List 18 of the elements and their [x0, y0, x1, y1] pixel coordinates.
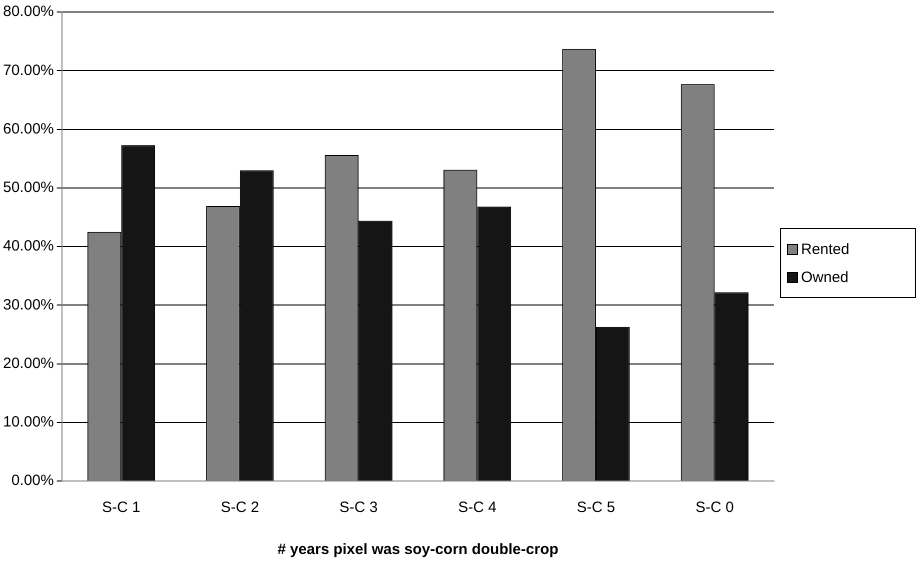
- y-tick-label: 60.00%: [3, 120, 54, 138]
- x-tick-label: S-C 3: [339, 499, 378, 516]
- x-tick-label: S-C 5: [576, 499, 616, 516]
- y-tick-label: 40.00%: [3, 238, 54, 255]
- y-tick-label: 20.00%: [3, 354, 54, 372]
- x-tick-label: S-C 1: [102, 499, 140, 516]
- y-tick-label: 70.00%: [3, 62, 54, 79]
- y-tick-label: 80.00%: [3, 3, 54, 20]
- legend-label: Rented: [801, 240, 850, 258]
- x-axis-title: # years pixel was soy-corn double-crop: [277, 541, 558, 558]
- y-tick-label: 50.00%: [3, 179, 54, 196]
- y-tick-label: 10.00%: [3, 414, 54, 431]
- x-tick-label: S-C 2: [220, 499, 260, 516]
- x-tick-label: S-C 0: [695, 499, 734, 516]
- x-tick-label: S-C 4: [458, 499, 496, 516]
- y-tick-label: 0.00%: [11, 472, 54, 490]
- y-tick-label: 30.00%: [3, 296, 54, 314]
- legend-label: Owned: [801, 268, 849, 286]
